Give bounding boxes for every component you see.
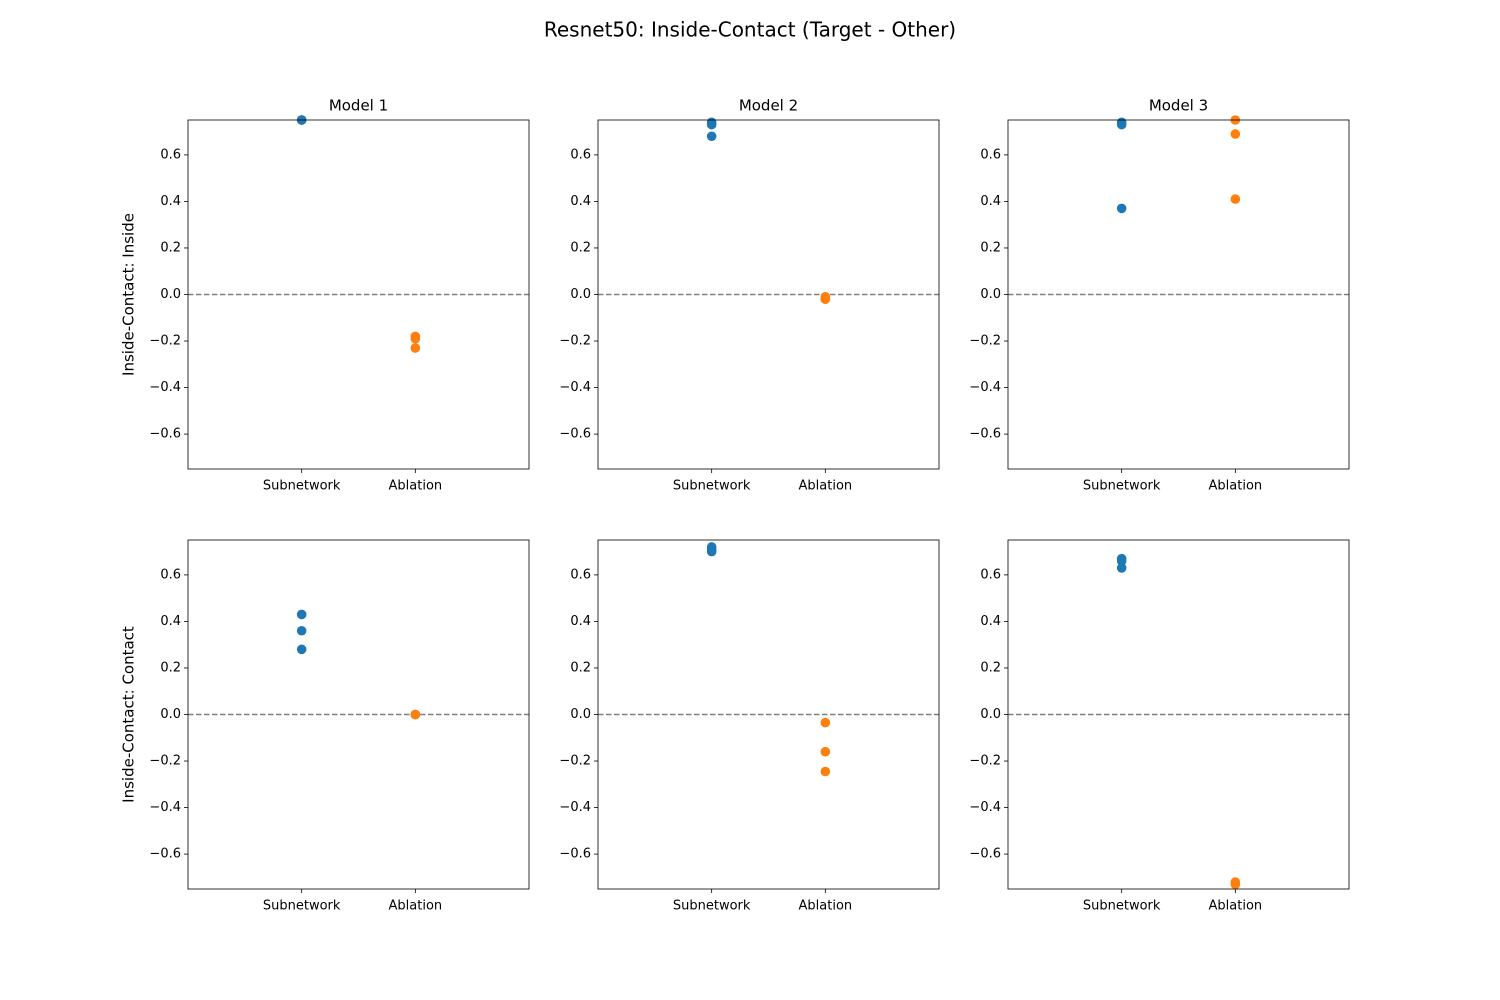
x-tick-label: Ablation [799, 479, 853, 494]
point [410, 343, 421, 353]
y-tick-label: 0.2 [160, 240, 181, 255]
x-tick-label: Ablation [389, 899, 443, 914]
x-tick-label: Ablation [1209, 479, 1263, 494]
y-tick-label: 0.0 [980, 707, 1001, 722]
y-tick-label: −0.2 [969, 754, 1001, 769]
x-tick-label: Subnetwork [673, 479, 751, 494]
y-tick-label: 0.4 [980, 194, 1001, 209]
y-tick-label: −0.2 [559, 334, 591, 349]
y-tick-label: −0.4 [969, 800, 1001, 815]
point [706, 119, 717, 130]
point [706, 546, 717, 557]
point [296, 625, 307, 636]
figure-title: Resnet50: Inside-Contact (Target - Other… [544, 18, 956, 42]
y-tick-label: −0.2 [149, 334, 181, 349]
y-tick-label: 0.6 [980, 567, 1001, 582]
subplot-title: Model 3 [1149, 97, 1208, 115]
y-tick-label: −0.6 [969, 427, 1001, 442]
y-tick-label: 0.2 [980, 240, 1001, 255]
y-tick-label: 0.6 [160, 147, 181, 162]
axes-frame [187, 119, 530, 470]
point [1116, 119, 1127, 130]
y-tick-label: −0.2 [969, 334, 1001, 349]
y-tick-label: 0.2 [570, 240, 591, 255]
point [820, 766, 831, 777]
y-tick-label: −0.6 [149, 847, 181, 862]
point [410, 709, 421, 720]
y-tick-label: 0.2 [980, 660, 1001, 675]
y-tick-label: 0.2 [570, 660, 591, 675]
y-axis-label: Inside-Contact: Contact [120, 626, 138, 803]
y-tick-label: −0.4 [149, 800, 181, 815]
y-tick-label: −0.4 [149, 380, 181, 395]
point [820, 717, 831, 728]
x-tick-label: Subnetwork [263, 479, 341, 494]
y-tick-label: 0.0 [570, 707, 591, 722]
y-tick-label: 0.4 [160, 614, 181, 629]
y-tick-label: −0.6 [559, 427, 591, 442]
point [1230, 879, 1241, 890]
y-tick-label: 0.0 [980, 287, 1001, 302]
y-tick-label: 0.6 [570, 567, 591, 582]
point [1230, 129, 1241, 139]
y-tick-label: −0.4 [969, 380, 1001, 395]
axes-frame [597, 119, 940, 470]
y-tick-label: −0.4 [559, 800, 591, 815]
point [296, 644, 307, 655]
x-tick-label: Ablation [799, 899, 853, 914]
x-tick-label: Subnetwork [263, 899, 341, 914]
y-tick-label: 0.4 [570, 614, 591, 629]
y-tick-label: −0.6 [559, 847, 591, 862]
y-tick-label: 0.0 [570, 287, 591, 302]
y-tick-label: −0.4 [559, 380, 591, 395]
point [1230, 194, 1241, 204]
y-tick-label: 0.6 [160, 567, 181, 582]
axes-frame [187, 539, 530, 890]
point [1116, 203, 1127, 214]
x-tick-label: Subnetwork [1083, 479, 1161, 494]
y-tick-label: 0.6 [980, 147, 1001, 162]
y-axis-label: Inside-Contact: Inside [120, 213, 138, 376]
y-tick-label: 0.0 [160, 287, 181, 302]
point [820, 294, 831, 304]
y-tick-label: 0.2 [160, 660, 181, 675]
axes-frame [1007, 119, 1350, 470]
y-tick-label: 0.4 [570, 194, 591, 209]
subplot-title: Model 1 [329, 97, 388, 115]
point [1116, 563, 1127, 573]
subplot-title: Model 2 [739, 97, 798, 115]
point [410, 333, 421, 344]
y-tick-label: −0.6 [969, 847, 1001, 862]
y-tick-label: 0.4 [160, 194, 181, 209]
axes-frame [1007, 539, 1350, 890]
point [706, 131, 717, 142]
x-tick-label: Ablation [389, 479, 443, 494]
y-tick-label: 0.4 [980, 614, 1001, 629]
x-tick-label: Subnetwork [673, 899, 751, 914]
point [296, 609, 307, 620]
y-tick-label: −0.6 [149, 427, 181, 442]
x-tick-label: Ablation [1209, 899, 1263, 914]
y-tick-label: −0.2 [149, 754, 181, 769]
y-tick-label: −0.2 [559, 754, 591, 769]
point [1116, 556, 1127, 566]
x-tick-label: Subnetwork [1083, 899, 1161, 914]
axes-frame [597, 539, 940, 890]
point [820, 746, 831, 757]
y-tick-label: 0.0 [160, 707, 181, 722]
y-tick-label: 0.6 [570, 147, 591, 162]
